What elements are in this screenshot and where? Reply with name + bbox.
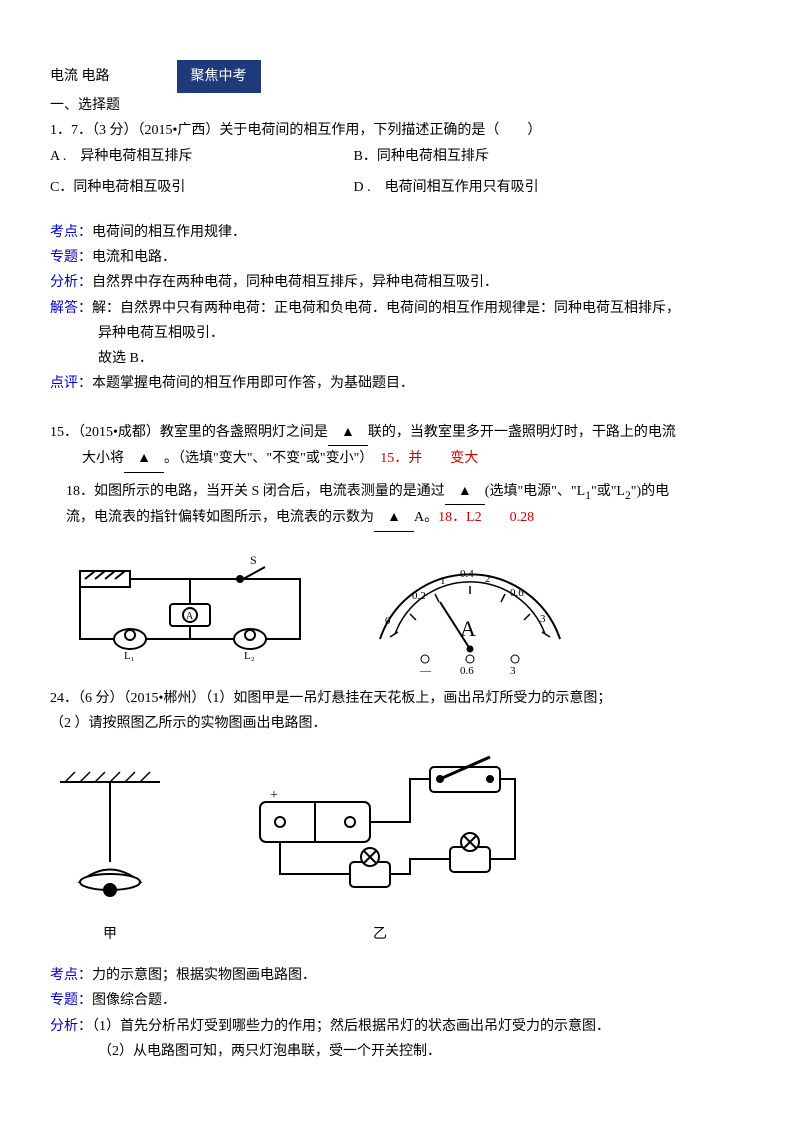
jd-row1: 解答：解：自然界中只有两种电荷：正电荷和负电荷．电荷间的相互作用规律是：同种电荷… bbox=[50, 296, 750, 321]
jd-row2: 异种电荷互相吸引． bbox=[50, 321, 750, 346]
dp-row: 点评：本题掌握电荷间的相互作用即可作答，为基础题目． bbox=[50, 371, 750, 396]
opt-a: 异种电荷相互排斥 bbox=[80, 149, 192, 164]
svg-text:L₂: L₂ bbox=[244, 650, 255, 662]
svg-text:3: 3 bbox=[540, 613, 546, 625]
kd-row: 考点：电荷间的相互作用规律． bbox=[50, 220, 750, 245]
opt-d: 电荷间相互作用只有吸引 bbox=[385, 180, 539, 195]
jd-row3: 故选 B． bbox=[50, 346, 750, 371]
svg-text:+: + bbox=[270, 788, 278, 803]
q15-line2: 大小将▲。（选填"变大"、"不变"或"变小"） 15．并 变大 bbox=[50, 446, 750, 472]
lamp-ceiling-diagram bbox=[50, 762, 170, 922]
q15-pre: 15．（2015•成都）教室里的各盏照明灯之间是 bbox=[50, 425, 328, 440]
svg-text:3: 3 bbox=[510, 665, 516, 674]
caption-jia: 甲 bbox=[103, 922, 117, 947]
svg-text:0: 0 bbox=[385, 615, 391, 627]
zt-row: 专题：电流和电路． bbox=[50, 245, 750, 270]
q1-row-cd: C．同种电荷相互吸引 D . 电荷间相互作用只有吸引 bbox=[50, 175, 750, 200]
q24-fx-t1: （1）首先分析吊灯受到哪些力的作用；然后根据吊灯的状态画出吊灯受力的示意图． bbox=[92, 1019, 610, 1034]
svg-text:2: 2 bbox=[485, 573, 491, 585]
q24-l1: 24．（6 分）（2015•郴州）（1）如图甲是一吊灯悬挂在天花板上，画出吊灯所… bbox=[50, 686, 750, 711]
jd-t1: 解：自然界中只有两种电荷：正电荷和负电荷．电荷间的相互作用规律是：同种电荷互相排… bbox=[92, 301, 680, 316]
ammeter-dial: 0 0.2 1 0.4 2 0.6 3 A — 0.6 3 bbox=[360, 544, 580, 674]
dp-text: 本题掌握电荷间的相互作用即可作答，为基础题目． bbox=[92, 376, 414, 391]
q1-stem: 1．7．（3 分）（2015•广西）关于电荷间的相互作用，下列描述正确的是（ ） bbox=[50, 118, 750, 143]
q24-fx2: （2）从电路图可知，两只灯泡串联，受一个开关控制． bbox=[50, 1039, 750, 1064]
q24-zt-t: 图像综合题． bbox=[92, 993, 176, 1008]
q15-2b: 。（选填"变大"、"不变"或"变小"） bbox=[164, 451, 366, 466]
svg-text:—: — bbox=[419, 665, 432, 674]
zt-label: 专题： bbox=[50, 250, 92, 265]
q18-m2: "或"L bbox=[591, 484, 625, 499]
jd-label: 解答： bbox=[50, 301, 92, 316]
exam-badge: 聚焦中考 bbox=[177, 60, 261, 93]
kd-label: 考点： bbox=[50, 225, 92, 240]
svg-text:0.6: 0.6 bbox=[460, 665, 474, 674]
zt-text: 电流和电路． bbox=[92, 250, 176, 265]
q18-line1: 18．如图所示的电路，当开关 S 闭合后，电流表测量的是通过▲(选填"电源"、"… bbox=[50, 479, 750, 506]
q15-mid: 联的，当教室里多开一盏照明灯时，干路上的电流 bbox=[368, 425, 676, 440]
opt-a-label: A . bbox=[50, 149, 66, 164]
svg-text:A: A bbox=[460, 616, 476, 641]
caption-yi: 乙 bbox=[373, 922, 387, 947]
q18-ans: 18．L2 0.28 bbox=[438, 510, 534, 525]
q24-fx1: 分析：（1）首先分析吊灯受到哪些力的作用；然后根据吊灯的状态画出吊灯受力的示意图… bbox=[50, 1014, 750, 1039]
svg-text:0.2: 0.2 bbox=[412, 590, 426, 602]
q1-row-ab: A . 异种电荷相互排斥 B．同种电荷相互排斥 bbox=[50, 144, 750, 169]
kd-text: 电荷间的相互作用规律． bbox=[92, 225, 246, 240]
opt-b: 同种电荷相互排斥 bbox=[377, 149, 489, 164]
q24-l2: （2 ）请按照图乙所示的实物图画出电路图． bbox=[50, 711, 750, 736]
q18-blank1: ▲ bbox=[445, 479, 485, 505]
circuit-diagram: S A L₁ L₂ bbox=[50, 549, 330, 669]
q24-fx-l: 分析： bbox=[50, 1019, 92, 1034]
q18-m1: (选填"电源"、"L bbox=[485, 484, 585, 499]
opt-b-label: B． bbox=[354, 149, 377, 164]
q24-zt-l: 专题： bbox=[50, 993, 92, 1008]
q18-blank2: ▲ bbox=[374, 505, 414, 531]
svg-text:A: A bbox=[186, 611, 194, 622]
q15-blank1: ▲ bbox=[328, 420, 368, 446]
fx-text: 自然界中存在两种电荷，同种电荷相互排斥，异种电荷相互吸引． bbox=[92, 275, 498, 290]
physical-circuit-diagram: + bbox=[230, 752, 530, 922]
opt-c-label: C． bbox=[50, 180, 73, 195]
q24-kd: 考点：力的示意图；根据实物图画电路图． bbox=[50, 963, 750, 988]
q18-2a: 流，电流表的指针偏转如图所示，电流表的示数为 bbox=[66, 510, 374, 525]
svg-text:S: S bbox=[250, 553, 257, 567]
topic: 电流 电路 bbox=[50, 69, 110, 84]
q18-figures: S A L₁ L₂ 0 0.2 1 0.4 2 0.6 bbox=[50, 544, 750, 674]
q24-kd-t: 力的示意图；根据实物图画电路图． bbox=[92, 968, 316, 983]
fx-row: 分析：自然界中存在两种电荷，同种电荷相互排斥，异种电荷相互吸引． bbox=[50, 270, 750, 295]
q18-line2: 流，电流表的指针偏转如图所示，电流表的示数为▲A。18．L2 0.28 bbox=[50, 505, 750, 531]
q18-m3: ")的电 bbox=[631, 484, 669, 499]
opt-d-label: D . bbox=[354, 180, 371, 195]
svg-text:0.4: 0.4 bbox=[460, 568, 474, 580]
q24-kd-l: 考点： bbox=[50, 968, 92, 983]
dp-label: 点评： bbox=[50, 376, 92, 391]
q15-ans: 15．并 变大 bbox=[380, 451, 478, 466]
q24-figures: 甲 + 乙 bbox=[50, 752, 750, 947]
q24-zt: 专题：图像综合题． bbox=[50, 988, 750, 1013]
svg-text:1: 1 bbox=[440, 575, 446, 587]
svg-text:0.6: 0.6 bbox=[510, 587, 524, 599]
opt-c: 同种电荷相互吸引 bbox=[73, 180, 185, 195]
q15-line1: 15．（2015•成都）教室里的各盏照明灯之间是▲联的，当教室里多开一盏照明灯时… bbox=[50, 420, 750, 446]
q15-2a: 大小将 bbox=[82, 451, 124, 466]
q18-2b: A。 bbox=[414, 510, 438, 525]
q18-pre: 18．如图所示的电路，当开关 S 闭合后，电流表测量的是通过 bbox=[66, 484, 445, 499]
svg-text:L₁: L₁ bbox=[124, 650, 135, 662]
section-title: 一、选择题 bbox=[50, 93, 750, 118]
q15-blank2: ▲ bbox=[124, 446, 164, 472]
header-line: 电流 电路 聚焦中考 bbox=[50, 60, 750, 93]
fx-label: 分析： bbox=[50, 275, 92, 290]
